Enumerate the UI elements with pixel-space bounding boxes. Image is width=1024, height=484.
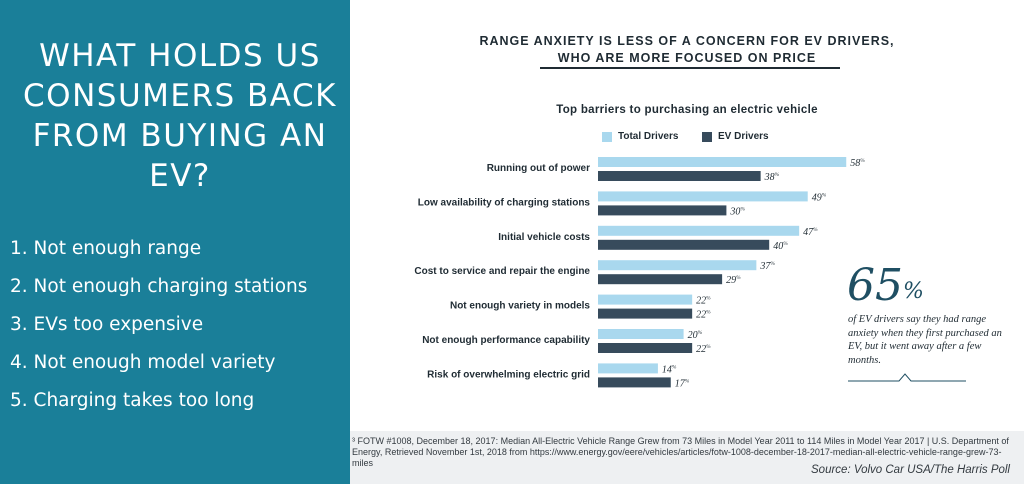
data-label: 22%	[696, 310, 711, 321]
data-label: 29%	[726, 275, 741, 286]
bar-total-drivers	[598, 294, 693, 305]
bar-chart: Running out of power 58% 38% Low availabili…	[414, 157, 865, 389]
data-label: 47%	[803, 227, 818, 238]
data-label: 37%	[759, 261, 775, 272]
data-label: 38%	[764, 172, 780, 183]
headline-line-2: WHO ARE MORE FOCUSED ON PRICE	[557, 51, 817, 65]
callout-text: of EV drivers say they had range anxiety…	[848, 314, 1002, 366]
barrier-list-item: 3. EVs too expensive	[10, 314, 204, 335]
data-label: 58%	[850, 158, 865, 169]
legend-label-total: Total Drivers	[618, 131, 679, 142]
category-label: Risk of overwhelming electric grid	[427, 369, 590, 380]
barrier-list-item: 5. Charging takes too long	[10, 390, 255, 411]
bar-ev-drivers	[598, 377, 671, 388]
category-label: Initial vehicle costs	[498, 232, 590, 243]
bar-total-drivers	[598, 329, 684, 339]
callout-divider	[848, 373, 966, 382]
bar-ev-drivers	[598, 343, 693, 353]
data-label: 40%	[773, 241, 788, 252]
infographic-panel: RANGE ANXIETY IS LESS OF A CONCERN FOR E…	[350, 0, 1024, 484]
barrier-list-item: 1. Not enough range	[10, 238, 202, 259]
bar-ev-drivers	[598, 308, 693, 319]
barrier-list: 1. Not enough range 2. Not enough chargi…	[10, 236, 307, 426]
bar-ev-drivers	[598, 274, 723, 285]
left-panel: WHAT HOLDS US CONSUMERS BACK FROM BUYING…	[0, 0, 350, 484]
data-label: 20%	[688, 330, 703, 341]
headline-line-1: RANGE ANXIETY IS LESS OF A CONCERN FOR E…	[479, 34, 895, 48]
barrier-list-item: 4. Not enough model variety	[10, 352, 276, 373]
left-panel-title: WHAT HOLDS US CONSUMERS BACK FROM BUYING…	[23, 38, 337, 194]
callout-stat: 65%	[847, 262, 924, 310]
bar-total-drivers	[598, 363, 658, 374]
headline-underline	[540, 67, 840, 69]
bar-total-drivers	[598, 191, 808, 202]
bar-ev-drivers	[598, 205, 727, 216]
data-label: 17%	[675, 378, 690, 389]
legend-item-ev-drivers: EV Drivers	[702, 131, 769, 142]
footnote: ³ FOTW #1008, December 18, 2017: Median …	[352, 436, 1009, 468]
category-label: Cost to service and repair the engine	[414, 266, 590, 277]
category-label: Not enough variety in models	[450, 301, 590, 312]
legend-item-total-drivers: Total Drivers	[602, 131, 678, 142]
bar-total-drivers	[598, 225, 800, 236]
category-label: Running out of power	[487, 163, 590, 174]
barrier-list-item: 2. Not enough charging stations	[10, 276, 308, 297]
legend-label-ev: EV Drivers	[718, 131, 769, 142]
data-label: 30%	[729, 206, 745, 217]
callout-unit: %	[903, 279, 924, 304]
data-label: 22%	[696, 344, 711, 355]
bar-total-drivers	[598, 260, 757, 271]
bar-ev-drivers	[598, 239, 770, 250]
legend-swatch-ev	[702, 131, 712, 142]
footer-band	[350, 431, 1024, 484]
bar-ev-drivers	[598, 171, 761, 181]
source-credit: Source: Volvo Car USA/The Harris Poll	[811, 464, 1010, 476]
bar-total-drivers	[598, 157, 847, 167]
data-label: 14%	[662, 364, 677, 375]
legend-swatch-total	[602, 131, 612, 142]
callout-number: 65	[847, 260, 903, 311]
data-label: 49%	[812, 192, 827, 203]
category-label: Low availability of charging stations	[418, 197, 591, 208]
category-label: Not enough performance capability	[422, 335, 590, 346]
data-label: 22%	[696, 296, 711, 307]
chart-title: Top barriers to purchasing an electric v…	[556, 104, 818, 116]
